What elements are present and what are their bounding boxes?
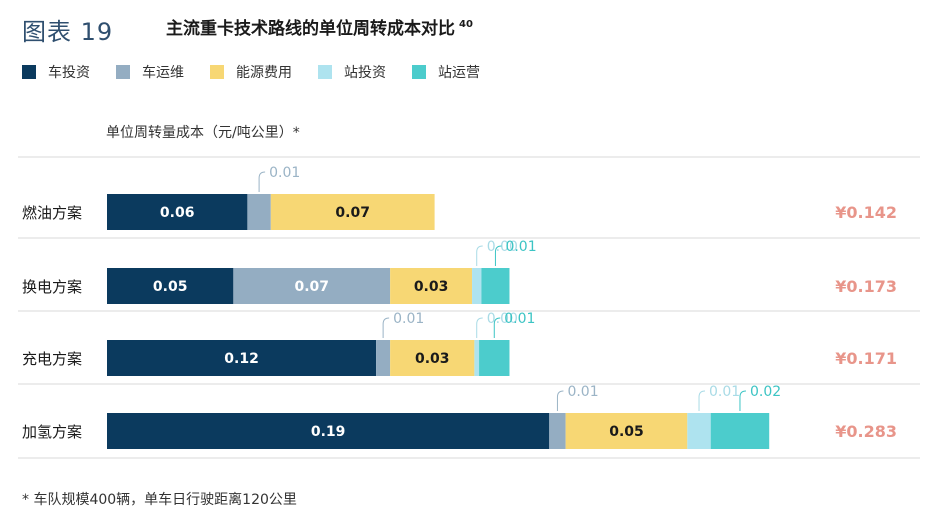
legend-label: 车投资 [48,65,90,81]
legend-swatch [116,65,130,79]
row-total-label: ¥0.171 [835,349,897,368]
callout-leader [493,317,501,338]
segment-callout-label: 0.01 [269,165,300,181]
segment-callout-label: 0.00 [487,239,518,255]
legend-swatch [412,65,426,79]
title-footnote-ref: 40 [459,19,473,31]
legend-item: 能源费用 [210,62,292,82]
bar-segment [107,340,377,376]
category-label: 燃油方案 [22,204,82,222]
segment-callout-label: 0.01 [504,311,535,327]
legend-item: 车运维 [116,62,184,82]
row-total-label: ¥0.142 [835,203,897,222]
segment-value-label: 0.05 [609,424,644,440]
bar-segment [472,268,482,304]
chart-title-text: 主流重卡技术路线的单位周转成本对比 [166,19,455,39]
legend-item: 站运营 [412,62,480,82]
segment-callout-label: 0.01 [567,384,598,400]
legend-label: 能源费用 [236,65,292,81]
bar-segment [107,194,248,230]
legend-swatch [210,65,224,79]
callout-leader [258,171,266,192]
bar-segment [549,413,566,449]
segment-callout-label: 0.01 [393,311,424,327]
category-label: 换电方案 [22,278,82,296]
callout-leader [494,245,502,266]
category-label: 加氢方案 [22,423,82,441]
row-total-label: ¥0.173 [835,277,897,296]
segment-callout-label: 0.01 [709,384,740,400]
legend-label: 车运维 [142,65,184,81]
footnote: * 车队规模400辆，单车日行驶距离120公里 [22,492,297,508]
callout-leader [476,317,483,338]
bar-segment [479,340,510,376]
legend-label: 站运营 [438,65,480,81]
callout-leader [556,390,564,411]
chart-title: 主流重卡技术路线的单位周转成本对比 40 [166,14,473,39]
segment-value-label: 0.06 [160,205,195,221]
segment-callout-label: 0.02 [750,384,781,400]
segment-callout-label: 0.01 [505,239,536,255]
segment-value-label: 0.05 [153,279,188,295]
segment-value-label: 0.03 [415,351,450,367]
figure-label: 图表 19 [22,18,114,46]
segment-value-label: 0.19 [311,424,346,440]
unit-label: 单位周转量成本（元/吨公里）* [106,125,300,141]
bar-segment [474,340,480,376]
segment-value-label: 0.07 [335,205,370,221]
bar-segment [107,413,550,449]
row-total-label: ¥0.283 [835,422,897,441]
callout-leader [476,245,483,266]
segment-value-label: 0.03 [414,279,449,295]
bar-segment [481,268,510,304]
category-label: 充电方案 [22,350,82,368]
legend-item: 车投资 [22,62,90,82]
bar-segment [565,413,688,449]
segment-value-label: 0.07 [294,279,329,295]
legend-swatch [22,65,36,79]
bar-segment [270,194,435,230]
legend-item: 站投资 [318,62,386,82]
bar-segment [687,413,711,449]
bar-segment [376,340,391,376]
legend-swatch [318,65,332,79]
legend-label: 站投资 [344,65,386,81]
bar-segment [247,194,271,230]
segment-value-label: 0.12 [224,351,259,367]
bar-segment [107,268,234,304]
bar-segment [710,413,770,449]
bar-segment [233,268,391,304]
callout-leader [739,390,746,411]
bar-segment [390,340,475,376]
legend: 车投资 车运维 能源费用 站投资 站运营 [22,62,506,82]
bar-segment [390,268,473,304]
callout-leader [698,390,706,411]
callout-leader [382,317,390,338]
